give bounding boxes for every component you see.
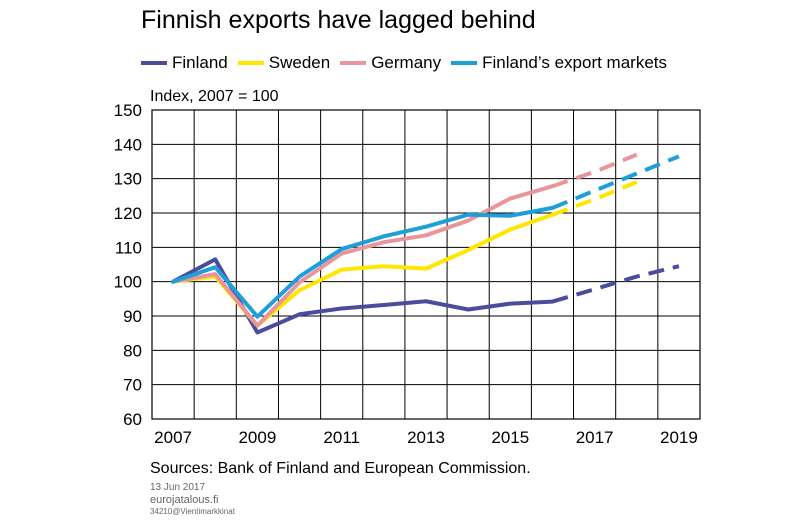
y-tick-label: 150 [114,101,142,120]
y-tick-label: 100 [114,273,142,292]
y-tick-label: 60 [123,410,142,429]
legend-swatch-finland [141,61,167,65]
series-forecast-sweden [551,180,638,217]
series-line-germany [171,184,555,328]
legend-label-export-markets: Finland’s export markets [482,53,667,72]
y-tick-label: 110 [115,238,142,257]
chart-title: Finnish exports have lagged behind [141,6,536,34]
y-tick-label: 120 [114,204,142,223]
unit-label: Index, 2007 = 100 [150,88,279,105]
source-note: Sources: Bank of Finland and European Co… [150,460,531,477]
x-tick-label: 2011 [323,428,360,447]
y-tick-label: 80 [123,341,142,360]
legend-swatch-sweden [237,61,264,65]
x-tick-label: 2007 [154,428,192,447]
legend-swatch-export-markets [451,61,478,65]
x-tick-label: 2017 [576,428,614,447]
series-line-finland [171,257,555,335]
legend-label-germany: Germany [371,53,442,72]
series-forecast-finland [551,264,680,304]
legend-item-sweden: Sweden [237,53,331,73]
y-tick-label: 90 [123,307,142,326]
x-tick-label: 2019 [660,428,698,447]
legend-item-finland: Finland [141,53,228,73]
footer-date: 13 Jun 2017 [150,482,206,493]
legend-label-finland: Finland [172,53,228,72]
legend: Finland Sweden Germany Finland’s export … [141,53,667,73]
series-line-finland-s-export-markets [171,205,555,319]
x-tick-label: 2015 [491,428,529,447]
y-tick-label: 140 [114,135,142,154]
legend-swatch-germany [340,61,367,65]
series-forecast-finland-s-export-markets [551,154,680,210]
legend-label-sweden: Sweden [268,53,331,72]
x-tick-label: 2013 [407,428,445,447]
legend-item-germany: Germany [340,53,441,73]
legend-item-export-markets: Finland’s export markets [451,53,667,73]
series-forecast-germany [551,152,638,189]
y-tick-label: 70 [123,376,142,395]
footer-site: eurojatalous.fi [150,494,219,506]
footer-code: 34210@Vientimarkkinat [150,507,235,516]
y-tick-label: 130 [114,170,142,189]
plot-frame [151,109,701,420]
x-tick-label: 2009 [238,428,276,447]
